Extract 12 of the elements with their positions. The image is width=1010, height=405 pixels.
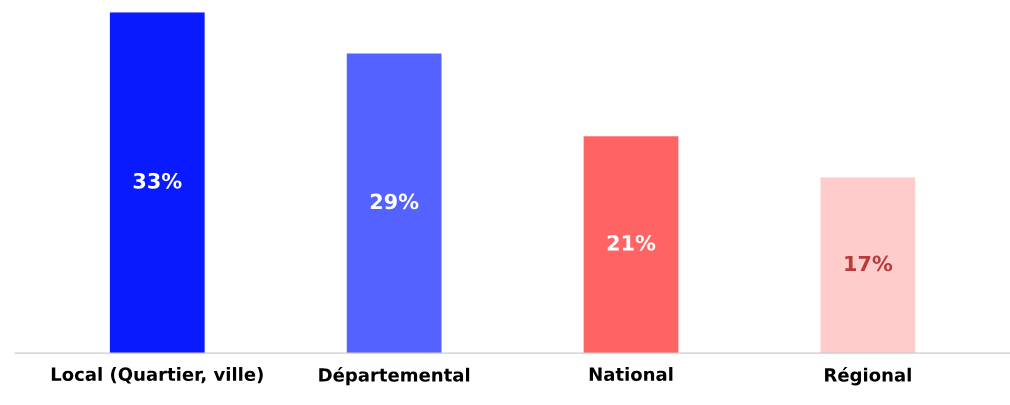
data-label: 33% bbox=[133, 172, 182, 189]
bar bbox=[820, 177, 916, 354]
x-tick-label: Local (Quartier, ville) bbox=[51, 367, 263, 384]
x-tick-label: National bbox=[589, 367, 673, 382]
bar bbox=[346, 53, 442, 354]
bar bbox=[109, 12, 205, 354]
x-tick-label: Régional bbox=[825, 367, 911, 386]
data-label: 29% bbox=[370, 193, 419, 210]
data-label: 21% bbox=[607, 234, 656, 251]
x-tick-label: Départemental bbox=[319, 367, 470, 386]
data-label: 17% bbox=[845, 255, 893, 272]
bar bbox=[583, 136, 679, 354]
